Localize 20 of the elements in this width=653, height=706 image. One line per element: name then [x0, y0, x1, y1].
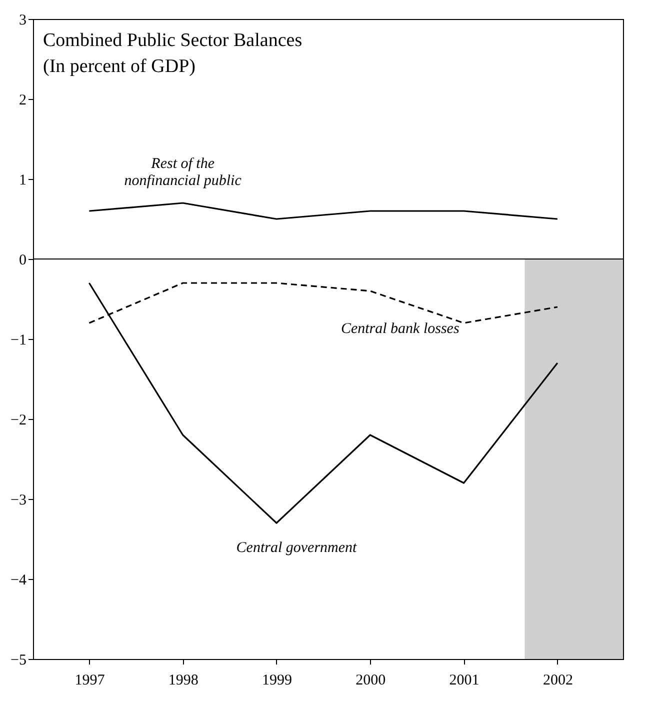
y-tick-label: −1 [10, 332, 26, 348]
y-tick-label: −3 [10, 492, 26, 508]
y-tick-label: −2 [10, 412, 26, 428]
x-tick-label: 2000 [356, 672, 386, 688]
y-tick-label: −4 [10, 572, 27, 588]
x-tick-label: 2001 [449, 672, 480, 688]
y-tick-label: 2 [19, 92, 26, 108]
x-tick-label: 1997 [74, 672, 106, 688]
text: Combined Public Sector Balances [43, 30, 302, 51]
series-label: Central bank losses [340, 321, 460, 337]
text: Central government [236, 540, 358, 556]
y-tick-label: 0 [19, 252, 26, 268]
y-tick-label: −5 [10, 652, 26, 668]
x-tick-label: 1998 [168, 672, 198, 688]
x-tick-label: 1999 [262, 672, 292, 688]
series-label: Rest of the nonfinancial public [124, 156, 242, 189]
y-tick-label: 1 [19, 172, 26, 188]
text: (In percent of GDP) [43, 56, 196, 77]
y-tick-label: 3 [19, 12, 26, 28]
x-tick-label: 2002 [542, 672, 573, 688]
